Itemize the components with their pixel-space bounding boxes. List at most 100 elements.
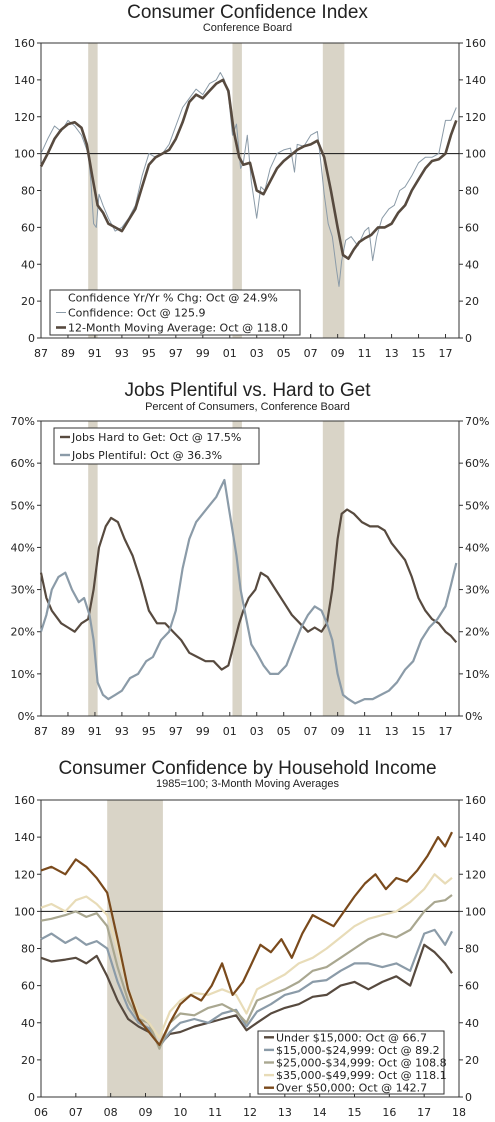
legend-label: Under $15,000: Oct @ 66.7: [276, 1031, 427, 1044]
x-tick-label: 18: [452, 1106, 466, 1119]
y-tick-label: 0%: [18, 710, 35, 723]
x-tick-label: 93: [115, 725, 129, 738]
x-tick-label: 91: [88, 347, 102, 360]
chart-subtitle: 1985=100; 3-Month Moving Averages: [156, 778, 339, 790]
x-tick-label: 03: [250, 725, 264, 738]
y-tick-label: 40%: [465, 541, 489, 554]
x-tick-label: 05: [277, 725, 291, 738]
recession-band: [322, 43, 345, 338]
y-tick-label: 10%: [11, 668, 35, 681]
x-tick-label: 09: [139, 1106, 153, 1119]
x-tick-label: 89: [61, 725, 75, 738]
series-line: [40, 943, 453, 1047]
y-tick-label: 0: [465, 332, 472, 345]
y-tick-label: 100: [14, 148, 35, 161]
y-tick-label: 80: [465, 943, 479, 956]
recession-band: [88, 421, 98, 716]
x-tick-label: 11: [358, 347, 372, 360]
x-tick-label: 07: [69, 1106, 83, 1119]
y-tick-label: 160: [465, 794, 486, 807]
recession-band: [107, 800, 163, 1097]
x-tick-label: 91: [88, 725, 102, 738]
x-tick-label: 16: [382, 1106, 396, 1119]
series-line: [39, 478, 458, 705]
y-tick-label: 40: [21, 1017, 35, 1030]
legend-label: Confidence Yr/Yr % Chg: Oct @ 24.9%: [68, 292, 278, 305]
y-tick-label: 0: [28, 332, 35, 345]
y-tick-label: 40: [21, 258, 35, 271]
y-tick-label: 70%: [11, 415, 35, 428]
y-tick-label: 60%: [465, 457, 489, 470]
chart-title: Consumer Confidence by Household Income: [58, 758, 437, 779]
y-tick-label: 140: [465, 831, 486, 844]
y-tick-label: 100: [465, 148, 486, 161]
x-tick-label: 99: [196, 347, 210, 360]
y-tick-label: 40: [465, 258, 479, 271]
y-tick-label: 80: [21, 943, 35, 956]
x-tick-label: 13: [278, 1106, 292, 1119]
chart-title: Jobs Plentiful vs. Hard to Get: [124, 380, 371, 401]
legend-box: [257, 1030, 445, 1095]
x-tick-label: 15: [348, 1106, 362, 1119]
chart-subtitle: Conference Board: [202, 22, 293, 34]
plot-frame: [40, 420, 460, 717]
y-tick-label: 140: [14, 831, 35, 844]
recession-band: [88, 43, 98, 338]
x-tick-label: 13: [385, 725, 399, 738]
y-tick-label: 100: [465, 905, 486, 918]
y-tick-label: 60: [21, 980, 35, 993]
x-tick-label: 13: [385, 347, 399, 360]
legend-label: Jobs Hard to Get: Oct @ 17.5%: [71, 431, 241, 444]
x-tick-label: 12: [243, 1106, 257, 1119]
y-tick-label: 0: [465, 1091, 472, 1104]
y-tick-label: 80: [465, 185, 479, 198]
series-line: [40, 831, 453, 1047]
legend-label: Jobs Plentiful: Oct @ 36.3%: [71, 449, 222, 462]
y-tick-label: 120: [14, 868, 35, 881]
y-tick-label: 140: [465, 74, 486, 87]
x-tick-label: 17: [439, 347, 453, 360]
income-chart: 0 0 20 20 40 40 60 60 80 80 100 100 120 120 140 140 160 1…: [14, 794, 486, 1119]
legend-label: Over $50,000: Oct @ 142.7: [276, 1082, 427, 1095]
y-tick-label: 160: [14, 37, 35, 50]
series-line: [40, 72, 457, 287]
y-tick-label: 20: [465, 295, 479, 308]
series-line: [40, 894, 453, 1050]
x-tick-label: 93: [115, 347, 129, 360]
series-line: [39, 78, 458, 261]
y-tick-label: 140: [14, 74, 35, 87]
y-tick-label: 30%: [11, 584, 35, 597]
x-tick-label: 17: [417, 1106, 431, 1119]
y-tick-label: 20: [21, 295, 35, 308]
x-tick-label: 97: [169, 347, 183, 360]
series-line: [40, 928, 453, 1049]
x-tick-label: 05: [277, 347, 291, 360]
x-tick-label: 03: [250, 347, 264, 360]
x-tick-label: 09: [331, 347, 345, 360]
y-tick-label: 60: [21, 221, 35, 234]
y-tick-label: 60: [465, 980, 479, 993]
y-tick-label: 20: [21, 1054, 35, 1067]
x-tick-label: 07: [304, 725, 318, 738]
x-tick-label: 15: [412, 347, 426, 360]
y-tick-label: 100: [14, 905, 35, 918]
y-tick-label: 20%: [11, 626, 35, 639]
y-tick-label: 40: [465, 1017, 479, 1030]
y-tick-label: 120: [14, 111, 35, 124]
x-tick-label: 01: [223, 725, 237, 738]
x-tick-label: 14: [313, 1106, 327, 1119]
x-tick-label: 15: [412, 725, 426, 738]
y-tick-label: 40%: [11, 541, 35, 554]
x-tick-label: 08: [104, 1106, 118, 1119]
x-tick-label: 11: [358, 725, 372, 738]
jobs-chart: 0% 0% 10% 10% 20% 20% 30% 30% 40% 40% 50% 50% 60% 60%…: [11, 415, 490, 738]
legend-label: Confidence: Oct @ 125.9: [68, 307, 206, 320]
y-tick-label: 60%: [11, 457, 35, 470]
y-tick-label: 20%: [465, 626, 489, 639]
x-tick-label: 99: [196, 725, 210, 738]
legend-label: $15,000-$24,999: Oct @ 89.2: [276, 1044, 440, 1057]
y-tick-label: 0: [28, 1091, 35, 1104]
x-tick-label: 97: [169, 725, 183, 738]
y-tick-label: 20: [465, 1054, 479, 1067]
y-tick-label: 0%: [465, 710, 482, 723]
